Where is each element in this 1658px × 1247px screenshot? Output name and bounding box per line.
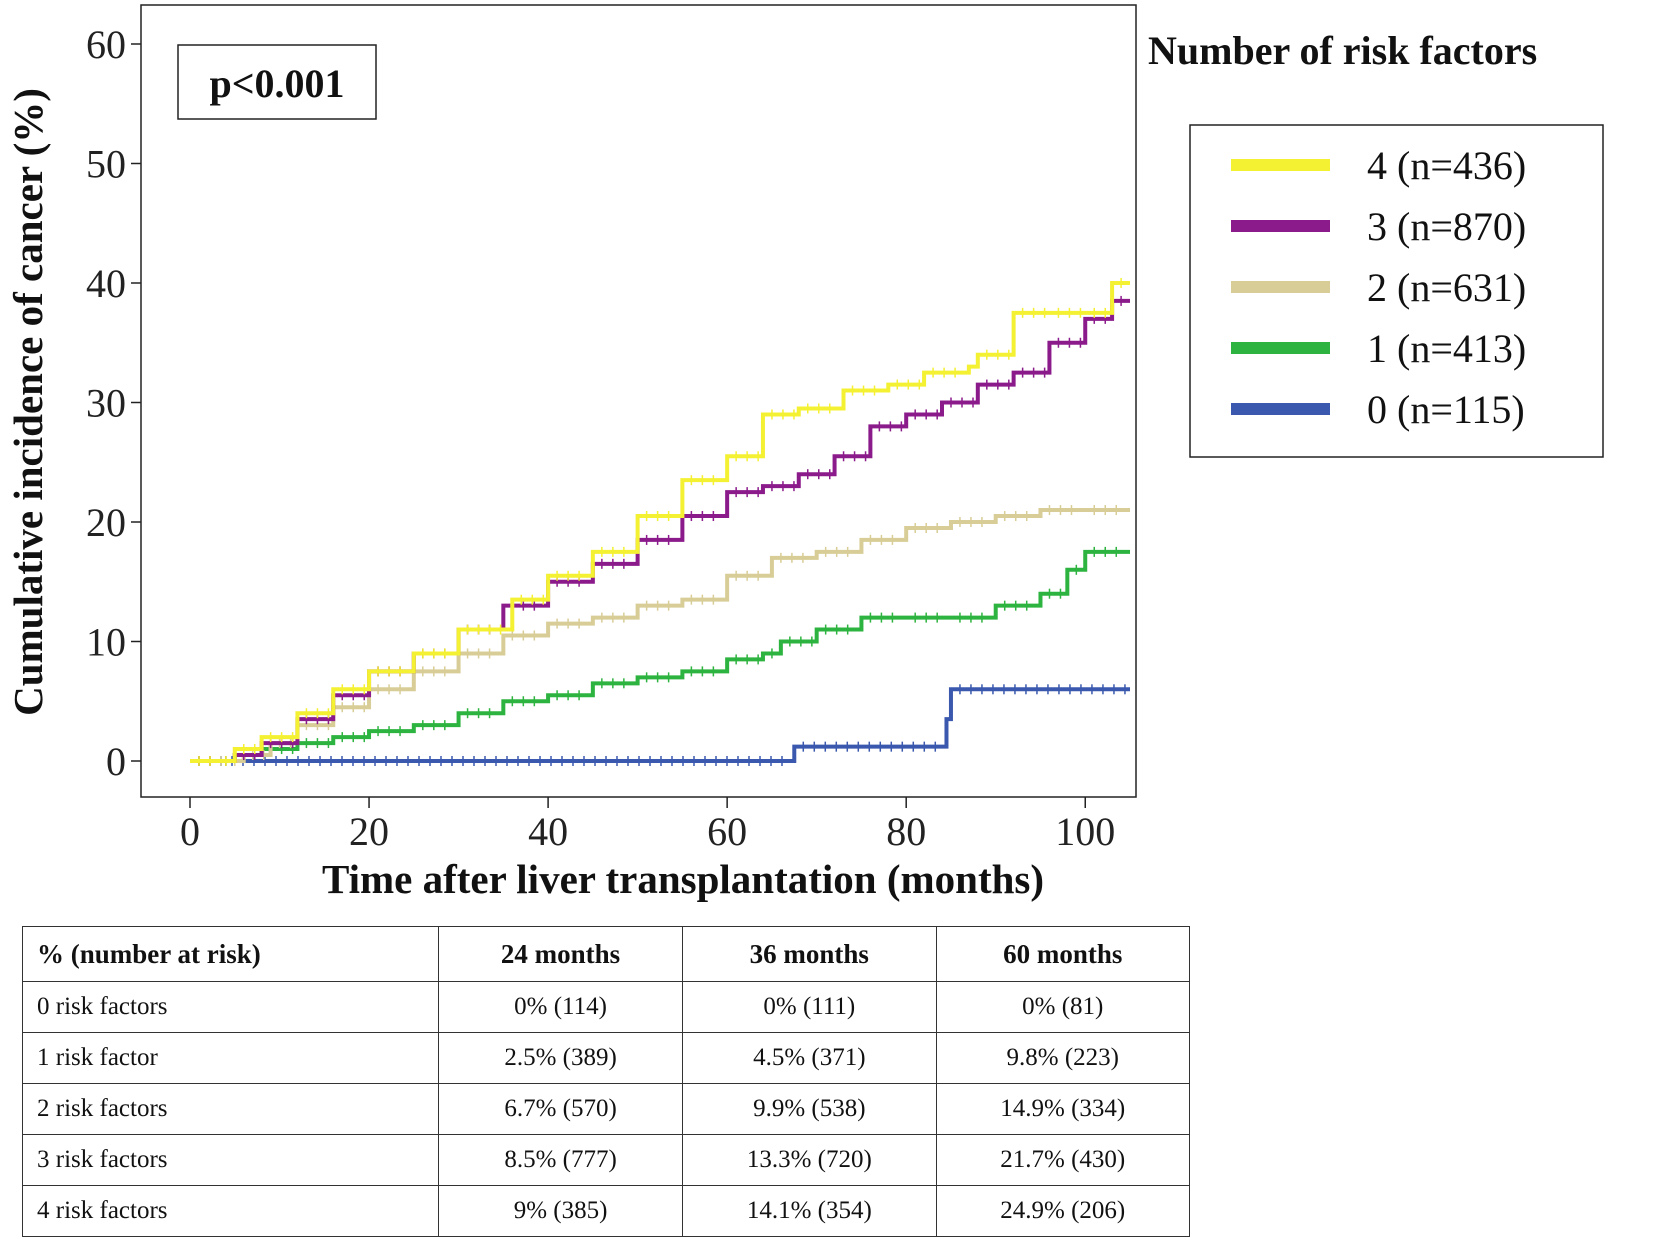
table-row: 2 risk factors 6.7% (570) 9.9% (538) 14.… [21,1083,1191,1135]
plot-frame [140,4,1137,798]
x-tick-label: 60 [707,809,747,854]
table-cell: 3 risk factors [21,1134,440,1186]
y-tick-label: 20 [86,500,126,545]
legend: 4 (n=436) 3 (n=870) 2 (n=631) 1 (n=413) 0 (n… [1231,143,1526,432]
table-cell: 14.1% (354) [682,1185,937,1237]
table-cell: 9.8% (223) [935,1032,1191,1084]
y-tick-label: 30 [86,381,126,426]
table-row: 3 risk factors 8.5% (777) 13.3% (720) 21… [21,1134,1191,1186]
x-tick-label: 100 [1055,809,1115,854]
table-cell: 13.3% (720) [682,1134,937,1186]
y-tick-label: 0 [106,739,126,784]
table-cell: 4 risk factors [21,1185,440,1237]
legend-label: 1 (n=413) [1367,326,1526,371]
x-tick-label: 80 [886,809,926,854]
x-tick-label: 40 [528,809,568,854]
cumulative-incidence-chart: 0 10 20 30 40 50 60 0 20 40 60 80 100 p<0.001 Cumul… [5,4,1604,902]
table-row: 4 risk factors 9% (385) 14.1% (354) 24.9… [21,1185,1191,1237]
table-cell: 0 risk factors [21,981,440,1033]
y-tick-label: 50 [86,142,126,187]
x-tick-label: 0 [180,809,200,854]
legend-label: 4 (n=436) [1367,143,1526,188]
table-cell: 9.9% (538) [682,1083,937,1135]
x-tick-label: 20 [349,809,389,854]
p-value-label: p<0.001 [209,61,344,106]
table-header: % (number at risk) [21,926,440,982]
table-cell: 0% (114) [438,981,684,1033]
table-cell: 24.9% (206) [935,1185,1191,1237]
series-line [190,549,1130,763]
series-line [190,281,1130,763]
table-cell: 1 risk factor [21,1032,440,1084]
legend-label: 2 (n=631) [1367,265,1526,310]
table-cell: 2.5% (389) [438,1032,684,1084]
table-row: 1 risk factor 2.5% (389) 4.5% (371) 9.8%… [21,1032,1191,1084]
p-value-box [177,44,377,120]
y-axis-title: Cumulative incidence of cancer (%) [5,88,51,716]
legend-label: 0 (n=115) [1367,387,1525,432]
table-cell: 8.5% (777) [438,1134,684,1186]
table-cell: 9% (385) [438,1185,684,1237]
table-header-row: % (number at risk) 24 months 36 months 6… [21,926,1191,982]
x-axis: 0 20 40 60 80 100 [180,797,1115,854]
table-cell: 21.7% (430) [935,1134,1191,1186]
x-axis-title: Time after liver transplantation (months… [322,856,1044,902]
legend-label: 3 (n=870) [1367,204,1526,249]
table-header: 36 months [682,926,937,982]
series-line [190,687,1130,763]
y-tick-label: 10 [86,620,126,665]
series-lines [190,278,1130,766]
series-group [190,295,1130,766]
table-cell: 2 risk factors [21,1083,440,1135]
table-cell: 14.9% (334) [935,1083,1191,1135]
table-cell: 0% (111) [682,981,937,1033]
y-tick-label: 40 [86,261,126,306]
series-group [190,684,1130,766]
risk-table: % (number at risk) 24 months 36 months 6… [21,926,1191,1237]
table-row: 0 risk factors 0% (114) 0% (111) 0% (81) [21,981,1191,1033]
table-header: 60 months [935,926,1191,982]
table-cell: 4.5% (371) [682,1032,937,1084]
table-cell: 0% (81) [935,981,1191,1033]
series-group [190,278,1130,766]
table-header: 24 months [438,926,684,982]
y-axis: 0 10 20 30 40 50 60 [86,22,141,784]
y-tick-label: 60 [86,22,126,67]
series-line [190,298,1130,763]
series-group [190,505,1130,766]
legend-title: Number of risk factors [1148,28,1537,73]
table-cell: 6.7% (570) [438,1083,684,1135]
series-line [190,508,1130,763]
series-group [190,546,1130,766]
